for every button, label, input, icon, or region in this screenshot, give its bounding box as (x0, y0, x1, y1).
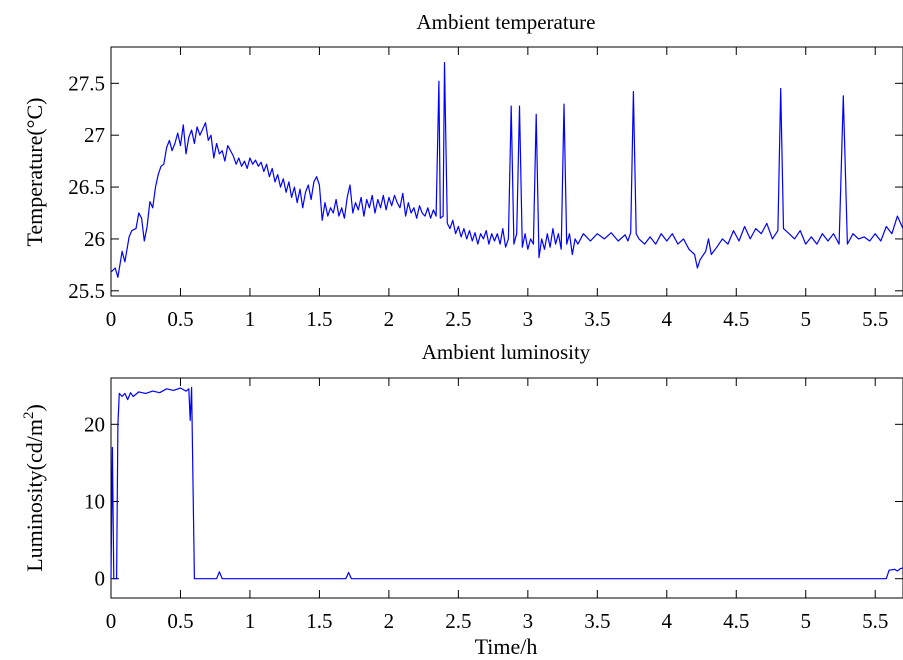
x-tick-label: 0.5 (167, 307, 193, 331)
temperature-ticks (110, 47, 903, 296)
x-tick-label: 1 (245, 307, 256, 331)
x-tick-label: 0 (106, 307, 117, 331)
y-tick-label: 20 (84, 412, 105, 436)
y-tick-label: 26 (84, 227, 105, 251)
x-tick-label: 4 (662, 609, 673, 633)
x-tick-label: 0.5 (167, 609, 193, 633)
temperature-y-axis-label: Temperature(°C) (22, 98, 47, 247)
x-tick-label: 1 (245, 609, 256, 633)
x-tick-label: 2 (384, 307, 395, 331)
luminosity-series-line (110, 386, 903, 580)
luminosity-y-axis-label-superscript: 2 (21, 412, 37, 420)
luminosity-x-tick-labels: 0 0.5 1 1.5 2 2.5 3 3.5 4 4.5 5 5.5 (106, 609, 889, 633)
x-tick-label: 3 (523, 609, 534, 633)
temperature-chart-title: Ambient temperature (416, 10, 595, 34)
luminosity-ticks (110, 378, 903, 598)
x-tick-label: 3 (523, 307, 534, 331)
y-tick-label: 26.5 (68, 175, 105, 199)
y-tick-label: 27 (84, 123, 105, 147)
x-tick-label: 2 (384, 609, 395, 633)
luminosity-y-axis-label-suffix: ) (22, 404, 47, 411)
x-tick-label: 4 (662, 307, 673, 331)
x-tick-label: 5 (800, 609, 811, 633)
y-tick-label: 25.5 (68, 279, 105, 303)
temperature-series-line (110, 62, 903, 278)
x-tick-label: 4.5 (723, 609, 749, 633)
x-tick-label: 5.5 (862, 307, 888, 331)
x-tick-label: 1.5 (306, 609, 332, 633)
x-tick-label: 4.5 (723, 307, 749, 331)
temperature-x-tick-labels: 0 0.5 1 1.5 2 2.5 3 3.5 4 4.5 5 5.5 (106, 307, 889, 331)
x-tick-label: 0 (106, 609, 117, 633)
luminosity-plot-frame (110, 377, 903, 599)
luminosity-y-axis-label-main: Luminosity(cd/m (22, 419, 47, 572)
luminosity-chart: Ambient luminosity 0 0.5 1 1.5 2 2.5 3 3.5 4 4.5 5… (21, 340, 903, 659)
luminosity-x-axis-label: Time/h (475, 634, 538, 659)
luminosity-y-axis-label: Luminosity(cd/m2) (21, 404, 47, 572)
x-tick-label: 5 (800, 307, 811, 331)
y-tick-label: 10 (84, 490, 105, 514)
x-tick-label: 2.5 (445, 307, 471, 331)
x-tick-label: 3.5 (584, 307, 610, 331)
luminosity-chart-title: Ambient luminosity (422, 340, 591, 364)
x-tick-label: 3.5 (584, 609, 610, 633)
x-tick-label: 5.5 (862, 609, 888, 633)
temperature-plot-frame (110, 46, 903, 297)
x-tick-label: 1.5 (306, 307, 332, 331)
luminosity-y-tick-labels: 0 10 20 (84, 412, 105, 590)
x-tick-label: 2.5 (445, 609, 471, 633)
temperature-chart: Ambient temperature 0 0.5 1 1.5 2 2.5 3 3.5 4 4.5… (22, 10, 903, 331)
y-tick-label: 27.5 (68, 71, 105, 95)
temperature-y-tick-labels: 25.5 26 26.5 27 27.5 (68, 71, 105, 303)
y-tick-label: 0 (95, 567, 106, 591)
